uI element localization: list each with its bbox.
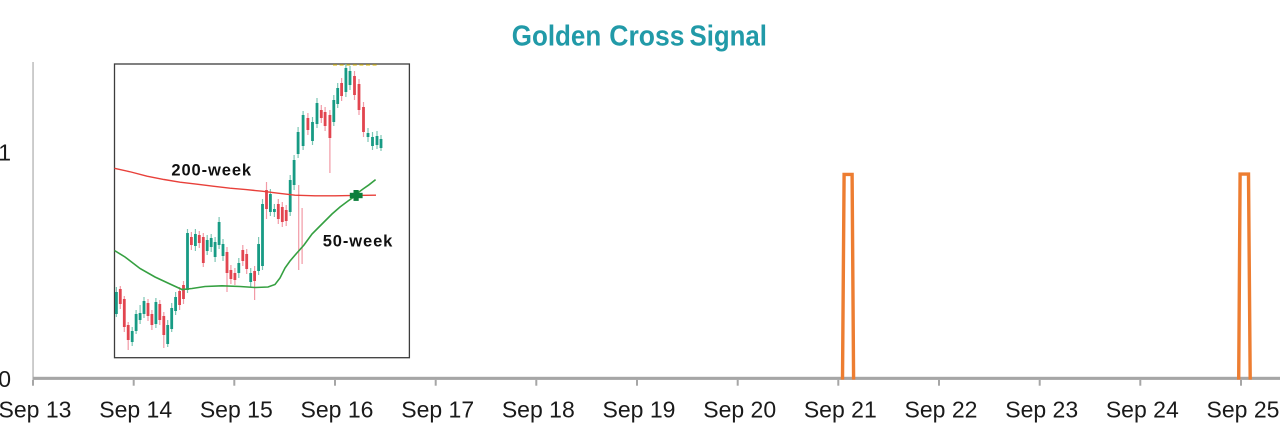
svg-text:Golden: Golden	[512, 19, 601, 52]
svg-text:Sep 13: Sep 13	[0, 397, 71, 423]
svg-text:1: 1	[0, 140, 11, 166]
svg-text:50-week: 50-week	[323, 233, 394, 251]
svg-text:Signal: Signal	[689, 19, 766, 52]
svg-text:Sep 21: Sep 21	[804, 397, 877, 423]
svg-text:0: 0	[0, 366, 11, 392]
svg-text:Sep 19: Sep 19	[603, 397, 676, 423]
svg-text:Cross: Cross	[609, 19, 684, 51]
svg-text:Sep 17: Sep 17	[401, 397, 474, 423]
svg-text:Sep 25: Sep 25	[1207, 397, 1280, 423]
svg-text:Sep 23: Sep 23	[1005, 397, 1078, 423]
svg-text:Sep 18: Sep 18	[502, 397, 575, 423]
svg-text:Sep 15: Sep 15	[200, 397, 273, 423]
svg-text:Sep 20: Sep 20	[703, 397, 776, 423]
svg-text:Sep 22: Sep 22	[905, 397, 978, 423]
svg-text:Sep 14: Sep 14	[99, 397, 172, 423]
svg-text:200-week: 200-week	[171, 162, 252, 180]
svg-text:Sep 16: Sep 16	[301, 397, 374, 423]
svg-text:Sep 24: Sep 24	[1106, 397, 1179, 423]
